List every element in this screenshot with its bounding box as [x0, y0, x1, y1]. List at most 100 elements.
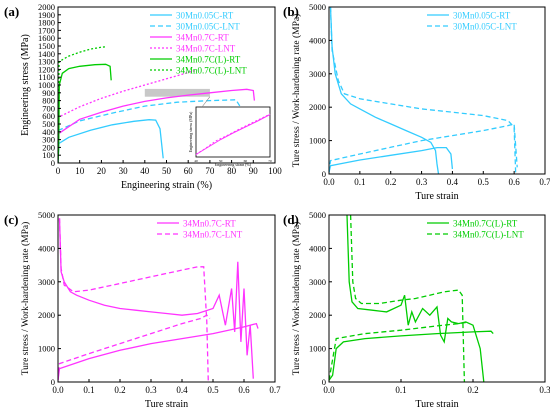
series-line-1 [329, 330, 494, 381]
x-tick-label: 40 [140, 166, 150, 176]
y-tick-label: 1000 [309, 344, 326, 354]
panel-1: 0.0 0.1 0.2 0.3 0.4 0.5 0.6 0.7 0 1000 2000 3000 400… [283, 2, 550, 202]
x-tick-label: 0.1 [395, 385, 406, 395]
y-tick-label: 5000 [38, 210, 55, 220]
inset-series-1 [195, 113, 271, 155]
series-line-2 [58, 88, 256, 163]
y-tick-label: 5000 [309, 2, 326, 12]
legend-label: 30Mn0.05C-LNT [453, 22, 517, 32]
y-tick-label: 1000 [309, 136, 326, 146]
x-tick-label: 0.3 [539, 385, 550, 395]
y-tick-label: 1100 [38, 72, 55, 82]
series-group [58, 218, 259, 382]
y-tick-label: 900 [42, 88, 55, 98]
panel-2: 0.0 0.1 0.2 0.3 0.4 0.5 0.6 0.7 0 1000 2000 3000 400… [4, 210, 281, 410]
inset-x-tick-label: 50 [219, 159, 223, 163]
legend-label: 30Mn0.05C-LNT [176, 22, 240, 32]
y-tick-label: 200 [42, 142, 55, 152]
y-tick-label: 400 [42, 127, 55, 137]
y-tick-label: 300 [42, 135, 55, 145]
x-tick-label: 0.7 [269, 385, 281, 395]
panel-label: (d) [283, 212, 299, 227]
inset-x-tick-label: 60 [244, 159, 248, 163]
legend-label: 34Mn0.7C-LNT [183, 230, 243, 240]
x-tick-label: 0.0 [52, 385, 64, 395]
x-tick-label: 90 [249, 166, 259, 176]
y-tick-label: 0 [51, 158, 55, 168]
y-tick-label: 1000 [38, 80, 55, 90]
y-tick-label: 1700 [38, 25, 55, 35]
series-line-2 [329, 7, 517, 174]
y-tick-label: 2000 [309, 310, 326, 320]
x-tick-label: 80 [227, 166, 237, 176]
y-tick-label: 1600 [38, 33, 55, 43]
x-tick-label: 0.3 [416, 177, 428, 187]
inset-connector [201, 96, 211, 108]
series-group [329, 215, 494, 382]
x-tick-label: 0.0 [323, 385, 335, 395]
y-tick-label: 2000 [309, 102, 326, 112]
x-tick-label: 10 [75, 166, 85, 176]
x-tick-label: 0.2 [114, 385, 125, 395]
legend-label: 34Mn0.7C-RT [176, 33, 229, 43]
series-group [329, 7, 518, 174]
x-tick-label: 100 [268, 166, 282, 176]
y-axis-label: Ture stress / Work-hardening rate (MPa) [291, 14, 302, 168]
y-tick-label: 800 [42, 96, 55, 106]
panel-0: 0 10 20 30 40 50 60 70 80 90 100010020030040050060… [4, 2, 282, 191]
x-tick-label: 0.2 [385, 177, 396, 187]
series-line-3 [329, 123, 518, 173]
y-tick-label: 100 [42, 150, 55, 160]
y-tick-label: 4000 [38, 243, 55, 253]
y-tick-label: 1200 [38, 64, 55, 74]
x-tick-label: 0.1 [83, 385, 94, 395]
panel-3: 0.0 0.1 0.2 0.3 0 1000 2000 3000 4000 5000 Ture st… [283, 210, 550, 410]
y-tick-label: 1000 [38, 344, 55, 354]
y-tick-label: 1800 [38, 18, 55, 28]
x-axis-label: Ture strain [145, 399, 188, 410]
x-tick-label: 70 [205, 166, 215, 176]
panel-label: (a) [4, 4, 19, 19]
plot-frame [328, 6, 546, 175]
y-axis-label: Engineering stress (MPa) [20, 34, 31, 136]
series-line-1 [329, 146, 454, 173]
series-line-1 [58, 99, 241, 163]
x-tick-label: 0.5 [207, 385, 219, 395]
y-tick-label: 0 [51, 377, 55, 387]
y-tick-label: 4000 [309, 35, 326, 45]
legend-label: 34Mn0.7C(L)-LNT [176, 66, 247, 76]
x-tick-label: 0.4 [176, 385, 188, 395]
y-tick-label: 500 [42, 119, 55, 129]
series-line-3 [329, 321, 466, 381]
plot-frame [57, 214, 276, 383]
y-tick-label: 5000 [309, 210, 326, 220]
legend-label: 30Mn0.05C-RT [453, 11, 511, 21]
legend-label: 34Mn0.7C-LNT [176, 44, 236, 54]
x-tick-label: 0.2 [467, 385, 478, 395]
series-line-3 [58, 69, 195, 163]
series-line-0 [58, 218, 254, 379]
x-tick-label: 0.4 [447, 177, 459, 187]
x-tick-label: 0.6 [509, 177, 521, 187]
legend-label: 34Mn0.7C-RT [183, 219, 236, 229]
x-axis-label: Engineering strain (%) [121, 180, 212, 191]
panel-label: (c) [4, 212, 18, 227]
y-tick-label: 0 [322, 169, 326, 179]
y-tick-label: 3000 [309, 69, 326, 79]
inset-frame [195, 106, 271, 158]
x-tick-label: 20 [97, 166, 107, 176]
x-tick-label: 0.1 [354, 177, 365, 187]
x-tick-label: 0.5 [478, 177, 490, 187]
x-tick-label: 0.6 [238, 385, 250, 395]
legend-label: 34Mn0.7C(L)-LNT [453, 230, 524, 240]
x-tick-label: 0.3 [145, 385, 157, 395]
inset-x-label: Engineering strain (%) [215, 162, 252, 167]
y-tick-label: 0 [322, 377, 326, 387]
highlight-box [144, 88, 210, 97]
x-tick-label: 60 [184, 166, 194, 176]
y-tick-label: 4000 [309, 243, 326, 253]
inset: 40 50 60 70 Engineering strain (%) Engineerin… [188, 106, 272, 167]
y-tick-label: 1400 [38, 49, 55, 59]
y-tick-label: 3000 [38, 277, 55, 287]
inset-y-label: Engineering stress (MPa) [188, 111, 193, 152]
